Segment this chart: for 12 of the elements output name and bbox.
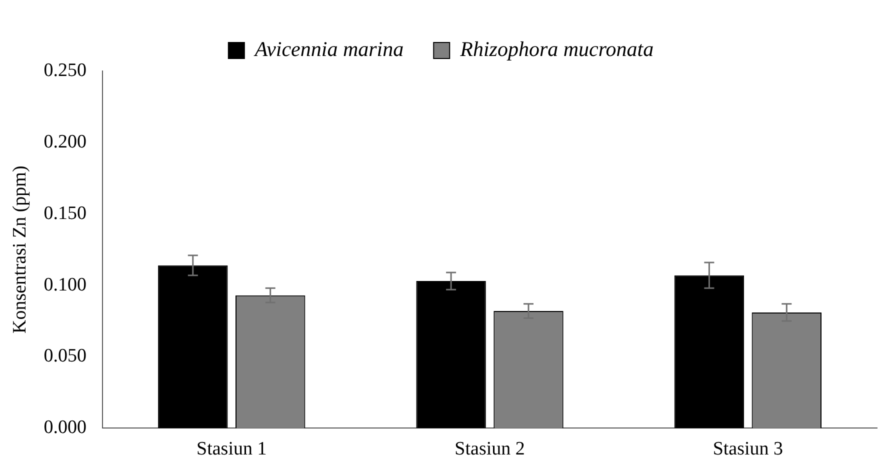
y-tick-label: 0.250: [44, 60, 87, 81]
x-tick-label: Stasiun 1: [196, 438, 267, 460]
y-tick-label: 0.100: [44, 274, 87, 296]
y-axis-title: Konsentrasi Zn (ppm): [9, 166, 30, 334]
legend-label: Rhizophora mucronata: [459, 37, 654, 62]
y-tick-label: 0.150: [44, 202, 87, 224]
y-tick-label: 0.000: [44, 417, 87, 438]
y-tick-label: 0.050: [44, 346, 87, 367]
x-tick-label: Stasiun 3: [712, 438, 784, 460]
y-tick-label: 0.200: [44, 131, 87, 152]
x-tick-label: Stasiun 2: [454, 438, 525, 460]
legend-label: Avicennia marina: [252, 37, 404, 62]
